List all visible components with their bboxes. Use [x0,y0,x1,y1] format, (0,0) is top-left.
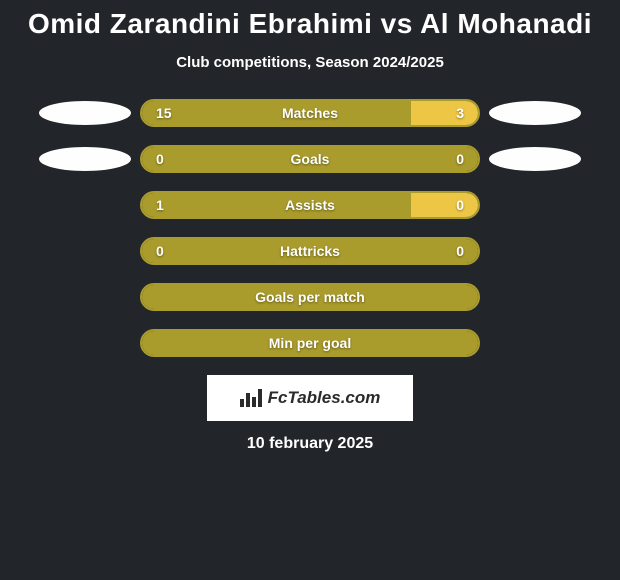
brand-badge: FcTables.com [207,375,413,421]
subtitle: Club competitions, Season 2024/2025 [0,54,620,71]
stat-value-left: 15 [156,101,172,125]
stat-row: 00Hattricks [0,237,620,265]
stat-row: Min per goal [0,329,620,357]
player-avatar-left [39,101,131,125]
stat-value-left: 0 [156,239,164,263]
stat-value-right: 0 [456,147,464,171]
page-title: Omid Zarandini Ebrahimi vs Al Mohanadi [0,8,620,40]
stat-bar-left-fill [142,239,478,263]
stat-row: 153Matches [0,99,620,127]
stat-value-right: 0 [456,193,464,217]
stat-bar: 153Matches [140,99,480,127]
stat-bar-left-fill [142,101,411,125]
stat-bar: 00Hattricks [140,237,480,265]
player-avatar-left [39,147,131,171]
stats-rows: 153Matches00Goals10Assists00HattricksGoa… [0,99,620,357]
player-avatar-right [489,101,581,125]
stat-bar-left-fill [142,285,478,309]
avatar-slot-left [30,101,140,125]
stat-row: Goals per match [0,283,620,311]
stat-row: 10Assists [0,191,620,219]
stat-bar: 00Goals [140,145,480,173]
brand-text: FcTables.com [268,388,381,408]
stat-bar-left-fill [142,331,478,355]
bar-chart-icon [240,389,262,407]
stat-bar: Goals per match [140,283,480,311]
avatar-slot-right [480,147,590,171]
stat-value-right: 3 [456,101,464,125]
stat-bar-left-fill [142,193,411,217]
comparison-card: Omid Zarandini Ebrahimi vs Al Mohanadi C… [0,0,620,453]
stat-value-left: 0 [156,147,164,171]
stat-row: 00Goals [0,145,620,173]
stat-bar-right-fill [411,193,478,217]
stat-bar: 10Assists [140,191,480,219]
avatar-slot-left [30,147,140,171]
stat-bar-left-fill [142,147,478,171]
stat-value-right: 0 [456,239,464,263]
date-label: 10 february 2025 [0,435,620,453]
player-avatar-right [489,147,581,171]
stat-value-left: 1 [156,193,164,217]
stat-bar-right-fill [411,101,478,125]
stat-bar: Min per goal [140,329,480,357]
avatar-slot-right [480,101,590,125]
